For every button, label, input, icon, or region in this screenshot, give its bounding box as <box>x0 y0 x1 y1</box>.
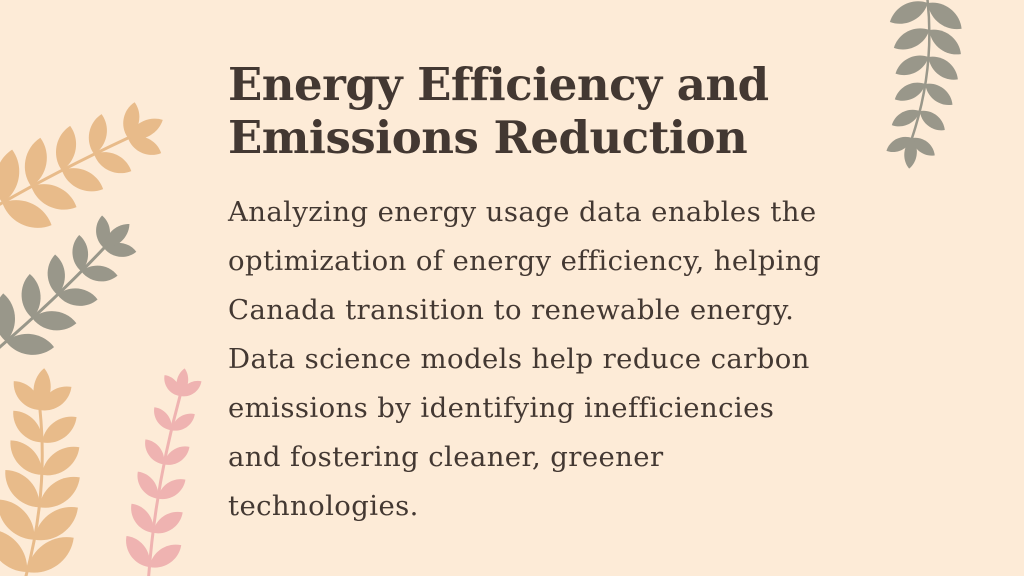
slide-title: Energy Efficiency and Emissions Reductio… <box>228 58 928 164</box>
branch-stem <box>0 246 106 349</box>
body-line-4: Data science models help reduce carbon <box>228 343 810 375</box>
body-line-2: optimization of energy efficiency, helpi… <box>228 245 822 277</box>
body-line-3: Canada transition to renewable energy. <box>228 294 795 326</box>
leafy-branch-icon <box>0 0 968 576</box>
leaf <box>890 22 934 56</box>
leaf <box>20 135 51 189</box>
title-line-1: Energy Efficiency and <box>228 58 769 111</box>
branch-stem <box>910 0 931 140</box>
title-line-2: Emissions Reduction <box>228 111 748 164</box>
branch-stem <box>0 136 130 206</box>
body-line-1: Analyzing energy usage data enables the <box>228 196 817 228</box>
body-line-7: technologies. <box>228 490 419 522</box>
body-line-5: emissions by identifying inefficiencies <box>228 392 775 424</box>
leaf <box>885 0 932 31</box>
body-line-6: and fostering cleaner, greener <box>228 441 664 473</box>
slide-body-text: Analyzing energy usage data enables the … <box>228 188 948 531</box>
